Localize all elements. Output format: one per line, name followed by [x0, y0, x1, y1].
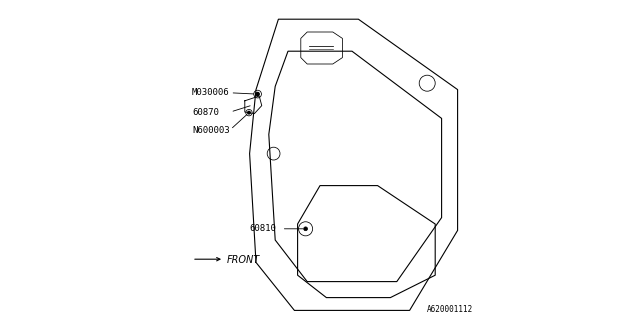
Text: M030006: M030006 — [192, 88, 230, 97]
Circle shape — [304, 227, 308, 231]
Text: 60810: 60810 — [250, 224, 276, 233]
Text: FRONT: FRONT — [227, 255, 260, 265]
Circle shape — [256, 92, 259, 96]
Text: N600003: N600003 — [192, 126, 230, 135]
Text: 60870: 60870 — [192, 108, 219, 117]
Text: A620001112: A620001112 — [428, 305, 474, 314]
Circle shape — [248, 111, 250, 114]
